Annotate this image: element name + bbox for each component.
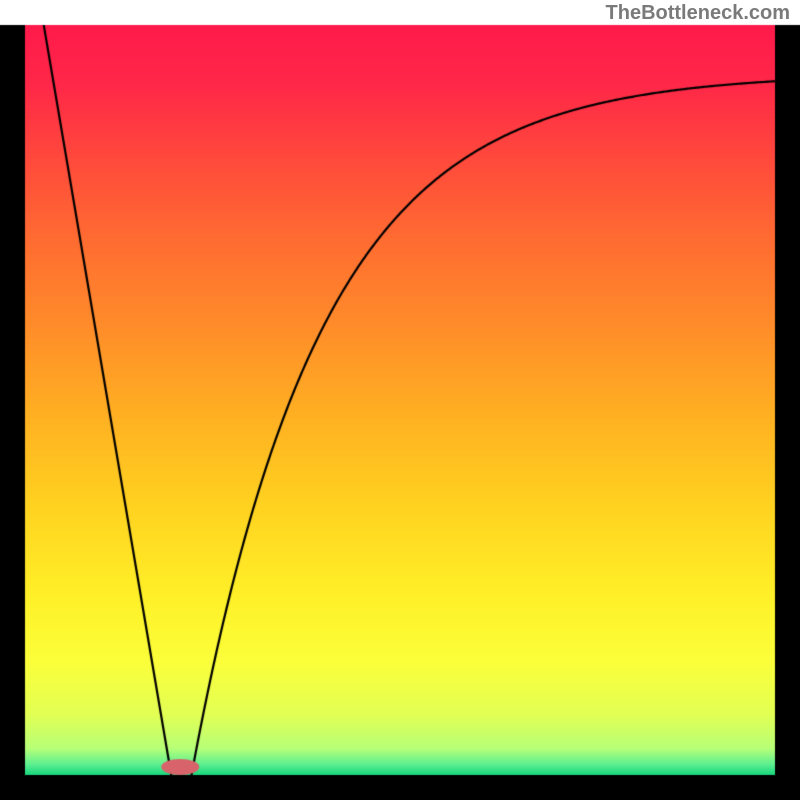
bottleneck-chart-root: TheBottleneck.com — [0, 0, 800, 800]
watermark-text: TheBottleneck.com — [606, 2, 790, 25]
gradient-v-curve-plot — [0, 0, 800, 800]
